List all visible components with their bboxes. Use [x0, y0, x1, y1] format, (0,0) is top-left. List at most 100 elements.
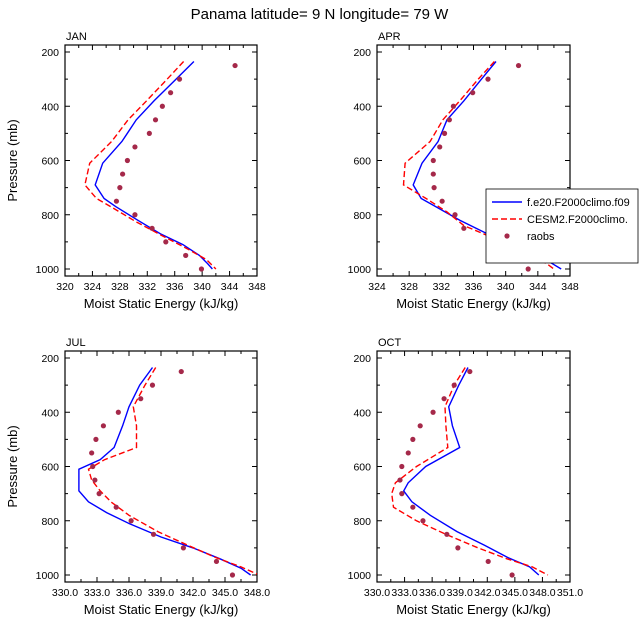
raobs-marker [163, 239, 169, 245]
y-tick-label: 800 [353, 516, 371, 528]
plot-frame [376, 350, 571, 583]
x-axis-label: Moist Static Energy (kJ/kg) [84, 296, 239, 311]
y-tick-label: 200 [41, 353, 59, 365]
x-tick-label: 333.0 [391, 587, 417, 599]
x-tick-label: 324 [84, 281, 102, 293]
raobs-marker [410, 436, 416, 442]
panel-apr: APR 324 328 332 336 340 344 348 200 400 600 800 1000… [348, 31, 579, 311]
plot-area [84, 61, 238, 272]
x-tick-label: 342.0 [474, 587, 500, 599]
panel-title: JAN [66, 31, 87, 43]
legend-label: raobs [527, 231, 555, 243]
x-tick-label: 345.0 [212, 587, 238, 599]
x-axis-label: Moist Static Energy (kJ/kg) [396, 296, 551, 311]
raobs-marker [461, 225, 467, 231]
raobs-marker [439, 198, 445, 204]
x-tick-label: 340 [497, 281, 515, 293]
y-tick-label: 1000 [348, 570, 372, 582]
x-tick-label: 351.0 [557, 587, 583, 599]
x-axis-label: Moist Static Energy (kJ/kg) [84, 602, 239, 617]
x-tick-label: 348.0 [244, 587, 270, 599]
raobs-marker [485, 558, 491, 565]
raobs-marker [470, 90, 476, 96]
panel-title: OCT [378, 337, 402, 349]
raobs-marker [92, 477, 98, 483]
raobs-marker [450, 103, 456, 109]
y-tick-label: 200 [353, 353, 371, 365]
x-tick-label: 328 [400, 281, 418, 293]
raobs-marker [198, 266, 205, 272]
raobs-marker [149, 382, 156, 388]
raobs-marker [128, 518, 134, 524]
y-tick-label: 800 [41, 516, 59, 528]
x-tick-label: 330.0 [364, 587, 390, 599]
raobs-marker [405, 450, 411, 456]
legend: f.e20.F2000climo.f09 CESM2.F2000climo. rao… [485, 188, 639, 264]
raobs-marker [213, 558, 220, 565]
legend-label: f.e20.F2000climo.f09 [527, 197, 630, 209]
raobs-marker [149, 225, 155, 231]
y-tick-label: 1000 [36, 570, 60, 582]
x-tick-label: 344 [221, 281, 239, 293]
panel-oct: OCT 330.0 333.0 336.0 339.0 342.0 345.0 348.0 35… [348, 337, 584, 617]
raobs-marker [444, 531, 450, 537]
x-tick-label: 320 [56, 281, 74, 293]
y-tick-label: 200 [41, 47, 59, 59]
raobs-marker [525, 266, 531, 272]
model1-line [94, 61, 213, 270]
raobs-marker [178, 368, 184, 375]
model1-line [78, 367, 252, 576]
raobs-marker [397, 477, 403, 483]
model2-line [87, 367, 257, 575]
y-axis-label: Pressure (mb) [5, 119, 20, 201]
raobs-marker [150, 531, 157, 537]
x-tick-label: 344 [529, 281, 547, 293]
raobs-marker [117, 185, 123, 191]
legend-label: CESM2.F2000climo. [527, 214, 628, 226]
raobs-marker [159, 103, 165, 109]
raobs-marker [431, 185, 437, 191]
raobs-marker [124, 157, 130, 164]
raobs-marker [467, 368, 473, 375]
raobs-marker [132, 212, 138, 218]
x-tick-label: 348 [561, 281, 579, 293]
x-tick-label: 339.0 [447, 587, 473, 599]
raobs-marker [183, 252, 189, 259]
y-tick-label: 600 [353, 462, 371, 474]
raobs-marker [138, 396, 144, 402]
raobs-marker [451, 382, 457, 388]
figure-title: Panama latitude= 9 N longitude= 79 W [191, 6, 450, 23]
raobs-marker [176, 76, 183, 82]
y-tick-label: 1000 [36, 264, 60, 276]
x-tick-label: 328 [111, 281, 129, 293]
y-tick-label: 400 [353, 407, 371, 419]
panel-title: APR [378, 31, 401, 43]
raobs-marker [120, 171, 126, 177]
raobs-marker [180, 545, 186, 551]
raobs-marker [100, 423, 106, 429]
model2-line [390, 367, 549, 576]
x-tick-label: 336 [465, 281, 483, 293]
raobs-marker [452, 212, 458, 218]
panel-jan: JAN 320 324 328 332 336 340 344 348 200 400 600 800 1… [5, 31, 266, 311]
raobs-marker [446, 117, 452, 123]
x-tick-label: 348.0 [529, 587, 555, 599]
x-tick-label: 324 [368, 281, 386, 293]
raobs-marker [96, 491, 102, 497]
raobs-marker [410, 504, 416, 510]
raobs-marker [430, 157, 436, 164]
raobs-marker [430, 171, 436, 177]
raobs-marker [417, 423, 423, 429]
x-tick-label: 332 [433, 281, 451, 293]
x-tick-label: 345.0 [502, 587, 528, 599]
raobs-marker [441, 396, 447, 402]
plot-frame [64, 44, 258, 277]
x-tick-label: 340 [193, 281, 211, 293]
raobs-marker [420, 518, 426, 524]
x-tick-label: 330.0 [52, 587, 78, 599]
raobs-marker [509, 572, 515, 578]
model1-line [402, 367, 540, 576]
raobs-marker [89, 450, 95, 456]
plot-area [390, 367, 549, 578]
